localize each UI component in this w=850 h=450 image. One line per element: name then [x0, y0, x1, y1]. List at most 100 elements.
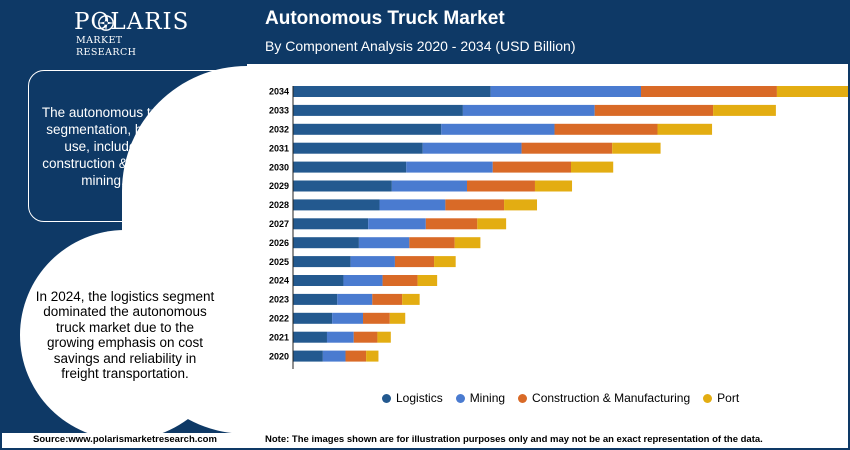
bar-2022-mining: [332, 312, 364, 324]
bar-2025-construction-manufacturing: [394, 256, 435, 268]
bar-2028-mining: [379, 199, 446, 211]
bar-2021-construction-manufacturing: [353, 331, 378, 343]
bar-2022-construction-manufacturing: [363, 312, 390, 324]
segmentation-description: The autonomous truck market segmentation…: [28, 70, 235, 222]
legend-marker-logistics: [382, 393, 391, 403]
bar-2030-construction-manufacturing: [492, 161, 571, 173]
bar-2021-mining: [326, 331, 354, 343]
bar-2025-logistics: [293, 256, 351, 268]
legend-label-port: Port: [717, 391, 740, 405]
legend-item-logistics: Logistics: [382, 391, 443, 405]
bar-2032-construction-manufacturing: [554, 123, 658, 135]
bar-2027-construction-manufacturing: [425, 218, 478, 230]
year-label-2024: 2024: [269, 276, 289, 286]
bar-2034-construction-manufacturing: [641, 86, 777, 97]
chart-legend: Logistics Mining Construction & Manufact…: [382, 391, 752, 405]
bar-2025-port: [434, 256, 456, 268]
year-label-2020: 2020: [269, 351, 289, 361]
bars-layer: [293, 86, 848, 362]
legend-marker-construction: [518, 393, 528, 403]
bar-2021-logistics: [293, 331, 327, 343]
legend-item-port: Port: [703, 391, 739, 405]
highlight-circle: In 2024, the logistics segment dominated…: [20, 230, 230, 440]
compass-star-icon: [97, 14, 115, 32]
bar-2023-port: [402, 293, 420, 305]
year-label-2031: 2031: [269, 143, 289, 153]
brand-name: POLARIS: [74, 9, 190, 35]
bar-2028-logistics: [293, 199, 380, 211]
bar-2021-port: [377, 331, 391, 343]
legend-item-mining: Mining: [455, 391, 506, 405]
year-label-2021: 2021: [269, 332, 289, 342]
year-label-2025: 2025: [269, 257, 289, 267]
bar-2031-port: [612, 142, 661, 154]
year-label-2028: 2028: [269, 200, 289, 210]
bar-2026-mining: [358, 237, 410, 249]
legend-label-construction: Construction & Manufacturing: [532, 391, 691, 405]
year-label-2026: 2026: [269, 238, 289, 248]
bar-2029-construction-manufacturing: [467, 180, 535, 192]
bar-2023-mining: [337, 293, 373, 305]
bar-2027-mining: [368, 218, 426, 230]
chart-title: Autonomous Truck Market: [265, 8, 505, 29]
brand-tagline: MARKET RESEARCH: [76, 35, 137, 58]
bar-2032-logistics: [293, 123, 442, 135]
bar-2033-construction-manufacturing: [594, 104, 714, 116]
bar-2024-logistics: [293, 275, 344, 286]
bar-2024-mining: [343, 275, 383, 286]
bar-2020-construction-manufacturing: [345, 350, 367, 362]
year-label-2032: 2032: [269, 125, 289, 135]
bar-2026-port: [454, 237, 481, 249]
year-label-2030: 2030: [269, 162, 289, 172]
disclaimer-note: Note: The images shown are for illustrat…: [265, 434, 763, 445]
highlight-text: In 2024, the logistics segment dominated…: [35, 288, 215, 382]
bar-2024-construction-manufacturing: [382, 275, 418, 286]
legend-label-logistics: Logistics: [396, 391, 443, 405]
bar-2034-port: [776, 86, 848, 97]
chart-subtitle: By Component Analysis 2020 - 2034 (USD B…: [265, 38, 576, 54]
bar-2033-mining: [462, 104, 595, 116]
bar-2029-logistics: [293, 180, 392, 192]
bar-2028-construction-manufacturing: [445, 199, 505, 211]
bar-2031-mining: [422, 142, 522, 154]
bar-2023-construction-manufacturing: [372, 293, 403, 305]
year-label-2022: 2022: [269, 314, 289, 324]
bar-2029-port: [534, 180, 573, 192]
year-label-2034: 2034: [269, 87, 289, 97]
bar-2027-logistics: [293, 218, 369, 230]
bar-2023-logistics: [293, 293, 338, 305]
source-footer: Source:www.polarismarketresearch.com: [33, 434, 217, 445]
year-label-2033: 2033: [269, 106, 289, 116]
legend-item-construction: Construction & Manufacturing: [518, 391, 690, 405]
bar-2031-construction-manufacturing: [521, 142, 613, 154]
bar-2034-mining: [490, 86, 642, 97]
year-labels-layer: 2034 2033 2032 2031 2030 2029 2028 2027 2026 2025…: [269, 87, 289, 362]
bar-2020-mining: [322, 350, 346, 362]
legend-label-mining: Mining: [469, 391, 506, 405]
bar-2020-port: [366, 350, 379, 362]
bar-2028-port: [504, 199, 538, 211]
bar-2033-port: [713, 104, 776, 116]
bar-2022-port: [389, 312, 406, 324]
bar-2030-logistics: [293, 161, 407, 173]
brand-logo: POLARIS MARKET RESEARCH: [74, 9, 190, 59]
legend-marker-mining: [455, 393, 465, 403]
bar-2024-port: [417, 275, 438, 286]
bar-2026-construction-manufacturing: [409, 237, 455, 249]
year-label-2029: 2029: [269, 181, 289, 191]
bar-2032-mining: [441, 123, 555, 135]
year-label-2027: 2027: [269, 219, 289, 229]
bar-2025-mining: [350, 256, 395, 268]
bar-2034-logistics: [293, 86, 491, 97]
bar-2030-port: [571, 161, 614, 173]
legend-marker-port: [703, 393, 713, 403]
bar-2032-port: [657, 123, 713, 135]
bar-2027-port: [477, 218, 507, 230]
bar-2031-logistics: [293, 142, 423, 154]
bar-2022-logistics: [293, 312, 333, 324]
segmentation-description-text: The autonomous truck market segmentation…: [41, 104, 222, 188]
bar-2026-logistics: [293, 237, 359, 249]
year-label-2023: 2023: [269, 295, 289, 305]
